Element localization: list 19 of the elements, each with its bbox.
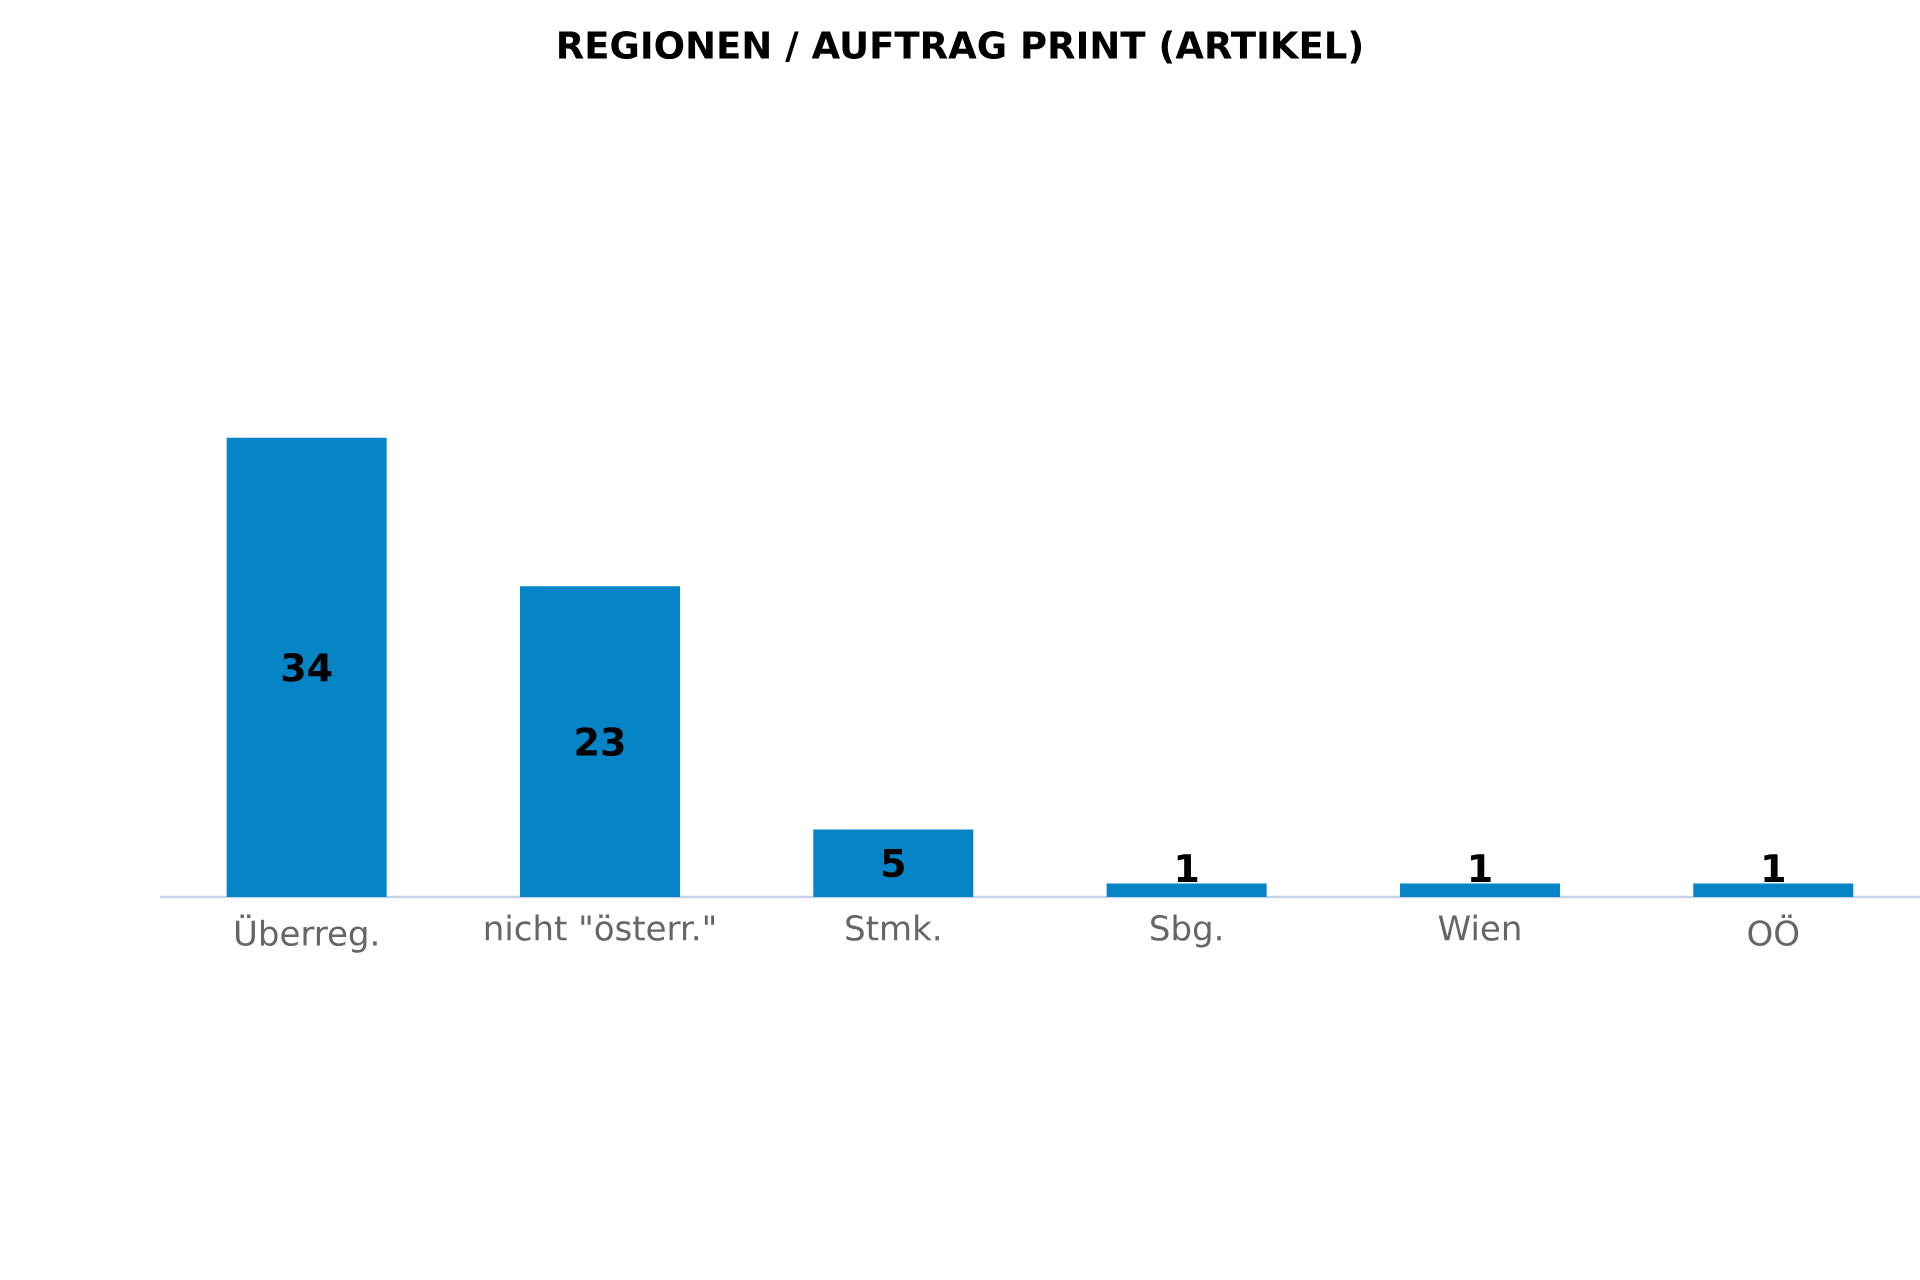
bar — [226, 437, 387, 897]
bar — [813, 829, 974, 897]
data-label: 23 — [576, 727, 624, 757]
x-tick-label: nicht "österr." — [485, 914, 714, 941]
x-tick-label: OÖ — [1748, 914, 1799, 947]
data-label: 1 — [1764, 854, 1784, 882]
bar — [1399, 883, 1560, 897]
bar — [1693, 883, 1854, 897]
data-label: 1 — [1471, 854, 1491, 882]
chart-title: REGIONEN / AUFTRAG PRINT (ARTIKEL) — [559, 30, 1362, 64]
x-tick-label: Überreg. — [235, 914, 377, 953]
x-tick-label: Stmk. — [846, 914, 939, 941]
bar — [519, 586, 680, 897]
data-label: 5 — [883, 849, 904, 878]
bar — [1106, 883, 1267, 897]
data-label: 34 — [282, 653, 332, 682]
x-tick-label: Sbg. — [1151, 914, 1221, 948]
x-tick-label: Wien — [1438, 914, 1520, 941]
data-label: 1 — [1177, 854, 1198, 882]
